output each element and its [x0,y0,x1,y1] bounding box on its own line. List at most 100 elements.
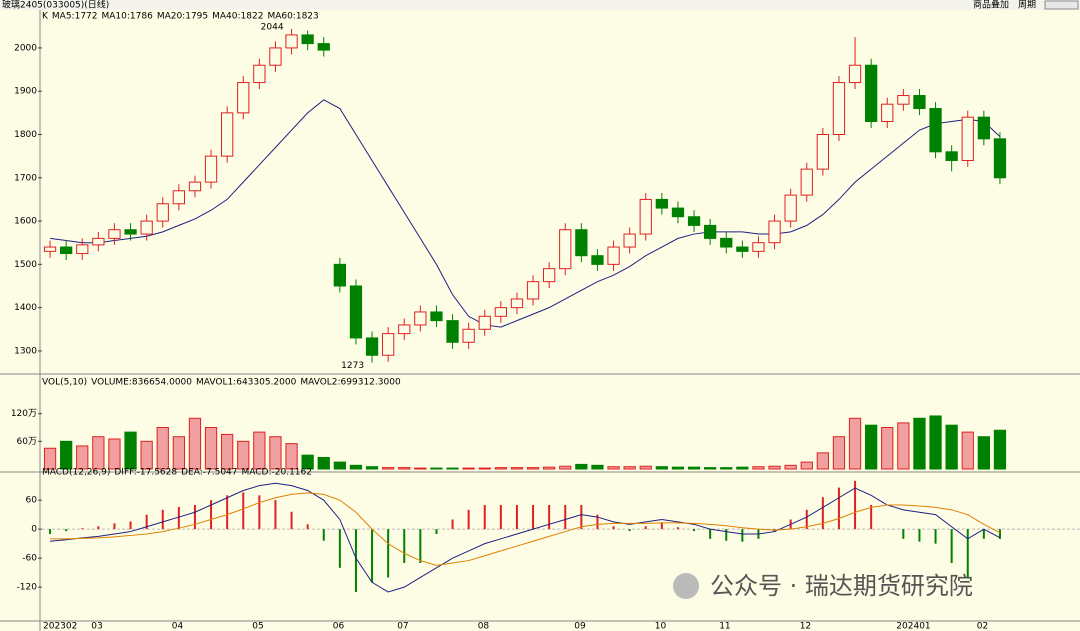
volume-bar [704,467,717,470]
y-tick-label: -120 [17,583,38,593]
indicator-label: VOLUME:836654.0000 [91,378,192,388]
candle-body [301,34,314,45]
candle-body [961,116,974,161]
y-tick-label: 120万 [11,409,37,419]
candle-body [768,220,781,244]
y-tick-label: 1300 [14,346,37,356]
volume-bar [382,467,395,470]
x-tick-label: 03 [91,622,102,631]
volume-bar [865,424,878,470]
candle-body [945,151,958,161]
indicator-label: MA60:1823 [267,12,318,22]
volume-bar [221,433,234,470]
volume-bar [687,466,701,470]
nav-buttons[interactable] [1044,0,1079,10]
candle-body [639,198,652,235]
candle-body [848,64,862,84]
indicator-label: MA10:1786 [102,12,154,22]
indicator-label: MACD(12,26,9) [42,468,110,478]
indicator-label: MACD:-20.1162 [242,468,312,478]
candle-body [365,337,379,356]
candle-body [736,246,749,252]
diff-line [50,482,1001,593]
candle-body [559,229,572,270]
y-tick-label: 1500 [14,260,37,270]
candle-body [752,242,765,252]
volume-bar [736,466,749,470]
volume-bar [768,465,781,470]
volume-bar [172,436,185,470]
volume-bar [60,440,73,470]
volume-bar [848,417,862,470]
y-tick-label: 1900 [14,87,37,97]
indicator-label: MAVOL2:699312.3000 [300,378,401,388]
indicator-label: DIFF:-17.5628 [114,468,177,478]
volume-bar [575,463,588,470]
volume-bar [92,436,105,470]
candle-body [237,82,250,114]
volume-bar [510,467,524,470]
candle-body [172,190,185,205]
volume-bar [993,429,1007,470]
dea-line [50,492,1001,566]
x-tick-label: 07 [397,622,408,631]
volume-bar [897,422,910,470]
candle-body [655,198,668,209]
candle-body [92,237,105,246]
candle-body [188,181,202,192]
candle-body [333,263,346,287]
candle-body [285,34,298,49]
candle-body [108,229,121,239]
volume-bar [301,454,314,470]
indicator-label: DEA:-7.5047 [181,468,237,478]
candle-body [865,64,878,123]
volume-bar [269,436,282,470]
volume-bar [494,467,507,470]
volume-bar [124,431,137,470]
button[interactable]: 周期 [1018,0,1036,11]
candle-body [913,95,926,110]
candle-body [446,320,459,343]
volume-bar [188,417,202,470]
volume-bar [752,466,765,470]
volume-bar [253,431,266,470]
top-bar [0,0,1080,10]
volume-bar [156,427,169,470]
candle-body [897,95,910,105]
x-tick-label: 05 [252,622,263,631]
candle-body [414,311,427,326]
x-tick-label: 10 [655,622,667,631]
candle-body [494,307,507,317]
volume-bar [349,464,363,470]
candle-body [253,64,266,84]
volume-bar [720,467,733,470]
candle-body [317,43,330,51]
candle-body [204,155,218,183]
candle-body [43,246,57,252]
volume-bar [929,415,942,470]
button[interactable]: 商品叠加 [973,0,1009,11]
indicator-label: MAVOL1:643305.2000 [196,378,297,388]
volume-bar [945,424,958,470]
candle-body [398,324,411,335]
candle-body [993,138,1007,179]
volume-bar [365,466,379,470]
volume-bar [398,467,411,470]
x-tick-label: 11 [719,622,730,631]
ma-line [49,99,1001,328]
volume-bar [237,440,250,470]
candle-body [269,47,282,66]
candle-body [607,246,620,265]
candle-body [832,82,846,135]
volume-bar [913,417,926,470]
volume-bar [526,467,540,470]
candle-body [687,216,701,226]
volume-bar [816,452,829,470]
candle-body [478,315,491,330]
indicator-label: MA20:1795 [157,12,208,22]
y-tick-label: 1400 [14,303,37,313]
candle-body [800,168,813,196]
x-tick-label: 08 [478,622,490,631]
y-tick-label: 2000 [14,43,37,53]
